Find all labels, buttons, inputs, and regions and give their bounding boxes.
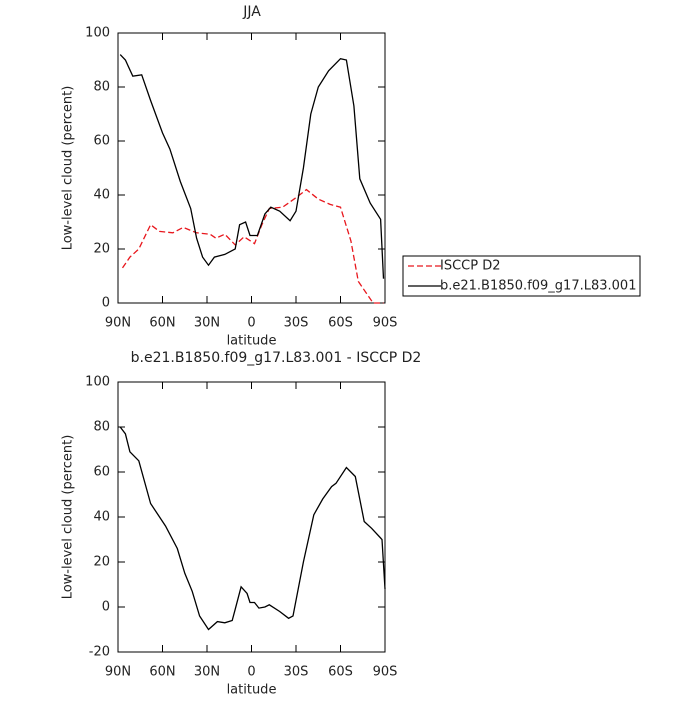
x-axis-label: latitude	[227, 334, 277, 349]
x-tick-label: 0	[247, 665, 255, 680]
x-tick-label: 30S	[284, 316, 309, 331]
y-axis-label: Low-level cloud (percent)	[61, 435, 76, 600]
chart-title: b.e21.B1850.f09_g17.L83.001 - ISCCP D2	[131, 350, 422, 366]
x-tick-label: 60S	[328, 665, 353, 680]
x-tick-label: 60N	[149, 665, 175, 680]
y-tick-label: -20	[89, 645, 110, 660]
x-tick-label: 60N	[149, 316, 175, 331]
y-tick-label: 20	[93, 242, 110, 257]
y-axis-label: Low-level cloud (percent)	[61, 86, 76, 251]
y-tick-label: 40	[93, 188, 110, 203]
x-tick-label: 0	[247, 316, 255, 331]
y-tick-label: 80	[93, 80, 110, 95]
x-tick-label: 30N	[194, 316, 220, 331]
chart-title: JJA	[242, 4, 261, 20]
plot-frame	[117, 32, 386, 304]
y-tick-label: 20	[93, 555, 110, 570]
x-tick-label: 30S	[284, 665, 309, 680]
plot-frame	[117, 381, 386, 653]
x-tick-label: 90S	[373, 316, 398, 331]
y-tick-label: 0	[102, 600, 110, 615]
y-tick-label: 100	[85, 375, 110, 390]
x-tick-label: 60S	[328, 316, 353, 331]
y-tick-label: 0	[102, 296, 110, 311]
x-tick-label: 30N	[194, 665, 220, 680]
x-tick-label: 90N	[105, 665, 131, 680]
data-line	[119, 426, 386, 631]
x-tick-label: 90S	[373, 665, 398, 680]
data-line	[121, 188, 384, 304]
y-tick-label: 80	[93, 420, 110, 435]
legend-box	[402, 255, 641, 297]
y-tick-label: 60	[93, 465, 110, 480]
y-tick-label: 60	[93, 134, 110, 149]
data-line	[119, 54, 385, 279]
y-tick-label: 100	[85, 26, 110, 41]
x-tick-label: 90N	[105, 316, 131, 331]
legend-label: b.e21.B1850.f09_g17.L83.001	[440, 279, 636, 294]
x-axis-label: latitude	[227, 683, 277, 698]
legend-label: ISCCP D2	[440, 259, 501, 274]
y-tick-label: 40	[93, 510, 110, 525]
